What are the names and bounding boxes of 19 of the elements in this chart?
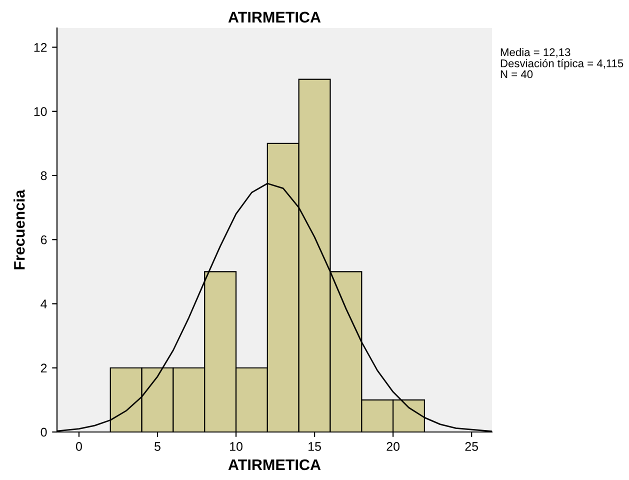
y-tick-label: 0 <box>40 428 47 437</box>
text: Desviación típica = 4,115 <box>500 59 624 70</box>
text: N = 40 <box>500 70 533 78</box>
x-tick-label: 20 <box>386 442 400 451</box>
y-tick-label: 6 <box>40 235 47 244</box>
x-axis-title: ATIRMETICA <box>228 459 321 470</box>
x-tick-label: 0 <box>76 442 82 451</box>
y-tick-label: 4 <box>40 300 47 308</box>
x-tick-label: 25 <box>465 442 478 451</box>
y-tick-label: 10 <box>34 107 47 116</box>
y-tick-label: 2 <box>40 364 47 372</box>
y-tick-label: 12 <box>34 43 47 52</box>
x-tick-label: 10 <box>230 442 242 451</box>
y-tick-label: 8 <box>40 171 47 180</box>
text: Media = 12,13 <box>500 48 570 58</box>
y-axis-title: Frecuencia <box>14 190 25 270</box>
x-tick-label: 15 <box>308 442 321 451</box>
chart-title: ATIRMETICA <box>228 12 321 23</box>
x-tick-label: 5 <box>154 442 160 451</box>
